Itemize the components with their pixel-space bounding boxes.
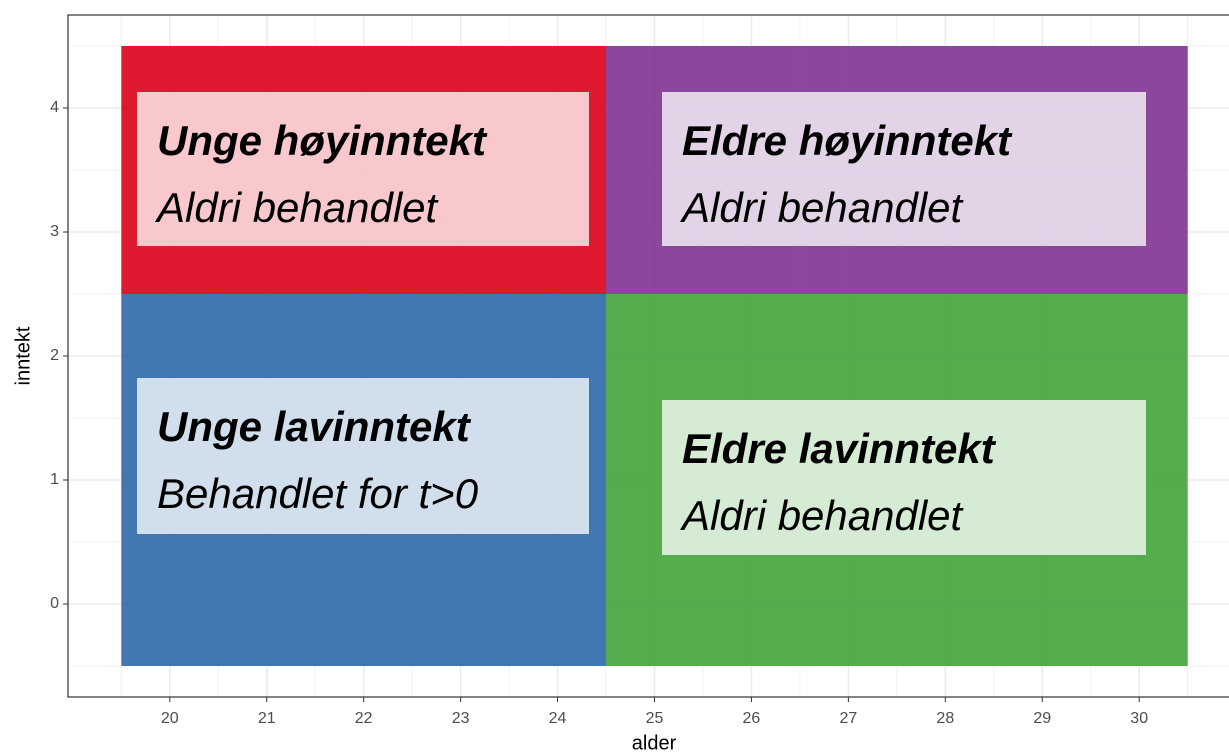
x-tick-label: 26: [743, 710, 761, 727]
label-subtitle: Behandlet for t>0: [157, 470, 479, 517]
x-tick-label: 28: [936, 710, 954, 727]
x-axis-title: alder: [632, 732, 677, 754]
x-tick-label: 27: [839, 710, 857, 727]
label-subtitle: Aldri behandlet: [679, 492, 965, 539]
label-box: [662, 400, 1146, 555]
y-tick-label: 1: [50, 471, 59, 488]
label-box: [662, 92, 1146, 246]
x-tick-label: 21: [258, 710, 276, 727]
x-tick-label: 25: [646, 710, 664, 727]
label-box: [137, 378, 589, 534]
x-tick-label: 30: [1130, 710, 1148, 727]
label-subtitle: Aldri behandlet: [679, 184, 965, 231]
label-title: Eldre lavinntekt: [682, 425, 997, 472]
x-tick-label: 24: [549, 710, 567, 727]
y-tick-label: 2: [50, 347, 59, 364]
y-tick-label: 0: [50, 595, 59, 612]
x-tick-label: 23: [452, 710, 470, 727]
label-box: [137, 92, 589, 246]
y-axis-title: inntekt: [12, 326, 34, 385]
x-tick-label: 29: [1033, 710, 1051, 727]
x-tick-label: 20: [161, 710, 179, 727]
y-tick-label: 4: [50, 99, 59, 116]
label-subtitle: Aldri behandlet: [154, 184, 440, 231]
label-title: Unge høyinntekt: [157, 117, 488, 164]
label-title: Unge lavinntekt: [157, 403, 472, 450]
label-title: Eldre høyinntekt: [682, 117, 1013, 164]
y-tick-label: 3: [50, 223, 59, 240]
x-tick-label: 22: [355, 710, 373, 727]
panel-border: [67, 14, 1229, 698]
